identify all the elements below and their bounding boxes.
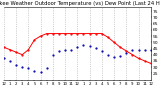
Title: Milwaukee Weather Outdoor Temperature (vs) Dew Point (Last 24 Hours): Milwaukee Weather Outdoor Temperature (v… [0,1,160,6]
